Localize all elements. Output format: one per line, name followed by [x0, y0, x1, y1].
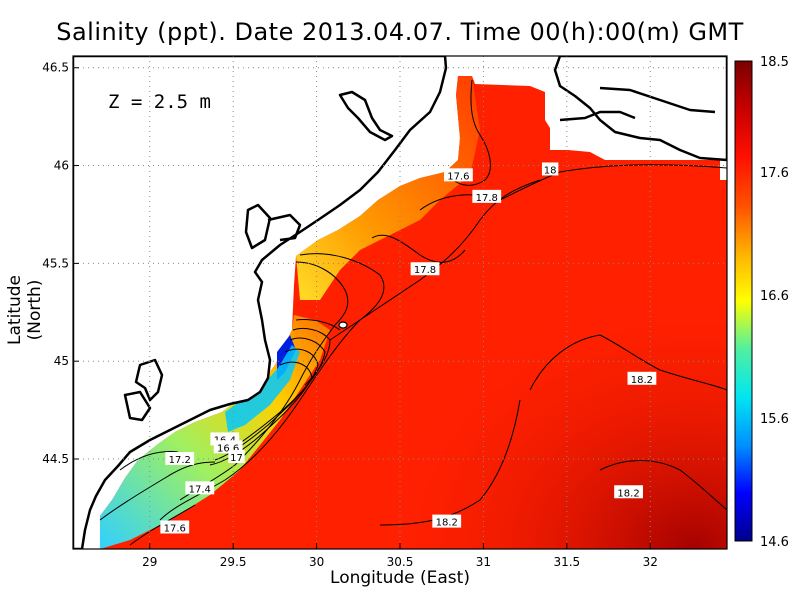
colorbar-tick-label: 16.6	[760, 289, 789, 304]
contour-label: 16.6	[217, 443, 239, 454]
contour-line	[419, 164, 727, 211]
contour-line	[379, 399, 521, 526]
inland-coast	[599, 86, 716, 114]
colorbar-tick-label: 15.6	[760, 412, 789, 427]
contour-label: 17.6	[164, 523, 186, 534]
y-tick-label: 45	[54, 354, 69, 368]
contour-label-bg	[213, 440, 243, 454]
contour-label-bg	[185, 481, 215, 495]
snake-island	[338, 321, 348, 329]
contour-label: 17	[230, 453, 243, 464]
x-tick-label: 30.5	[387, 555, 414, 569]
contour-line	[295, 319, 341, 331]
contour-line	[444, 79, 491, 186]
contour-label: 17.4	[189, 484, 211, 495]
contour-label: 18.2	[631, 375, 653, 386]
colorbar-tick-label: 14.6	[760, 535, 789, 550]
contour-label-bg	[165, 452, 195, 466]
contour-line	[371, 234, 466, 263]
coastline-east	[553, 56, 727, 162]
contour-label: 18	[544, 165, 557, 176]
x-tick-label: 29	[142, 555, 157, 569]
x-tick-label: 31.5	[553, 555, 580, 569]
high-salinity-region	[300, 200, 727, 549]
y-tick-label: 46.5	[42, 61, 69, 75]
contour-label-bg	[228, 450, 245, 464]
contour-label-bg	[410, 262, 440, 276]
contour-line	[599, 460, 727, 511]
y-tick-label: 45.5	[42, 256, 69, 270]
contour-line	[179, 261, 349, 501]
contour-label-bg	[627, 371, 657, 385]
contour-label-bg	[160, 520, 190, 534]
contour-line	[159, 253, 385, 521]
x-axis-label: Longitude (East)	[330, 568, 470, 588]
colorbar	[734, 60, 753, 542]
x-tick-label: 30	[309, 555, 324, 569]
contour-label: 17.2	[169, 455, 191, 466]
contour-label-bg	[443, 168, 473, 182]
shore-detail	[267, 213, 302, 242]
lake-outline	[123, 390, 152, 422]
x-tick-label: 29.5	[220, 555, 247, 569]
contour-line	[99, 461, 216, 521]
x-tick-label: 31	[476, 555, 491, 569]
chart-title: Salinity (ppt). Date 2013.04.07. Time 00…	[56, 18, 744, 46]
danube-plume	[100, 315, 330, 549]
liman-outline	[338, 90, 394, 142]
nearshore-zone	[296, 76, 480, 300]
contour-label-bg	[614, 485, 643, 499]
y-tick-label: 46	[54, 159, 69, 173]
contour-label-bg	[541, 162, 559, 176]
contour-label: 17.6	[447, 171, 469, 182]
contour-label: 17.8	[414, 265, 436, 276]
coastline-west	[73, 56, 448, 549]
contour-label-bg	[472, 189, 502, 203]
razim-lagoon	[134, 358, 164, 402]
contour-line	[329, 179, 541, 341]
colorbar-tick-label: 18.5	[760, 55, 789, 70]
delta-island	[244, 203, 272, 250]
colorbar-tick-label: 17.6	[760, 166, 789, 181]
inland-coast	[559, 110, 636, 122]
x-tick-label: 32	[643, 555, 658, 569]
contour-label: 18.2	[617, 488, 639, 499]
contour-label: 17.8	[476, 193, 498, 204]
contour-label: 18.2	[436, 518, 458, 529]
contour-line	[529, 334, 727, 391]
contour-label-bg	[432, 514, 462, 528]
depth-annotation: Z = 2.5 m	[108, 91, 211, 113]
contour-line	[119, 451, 179, 471]
y-tick-label: 44.5	[42, 452, 69, 466]
